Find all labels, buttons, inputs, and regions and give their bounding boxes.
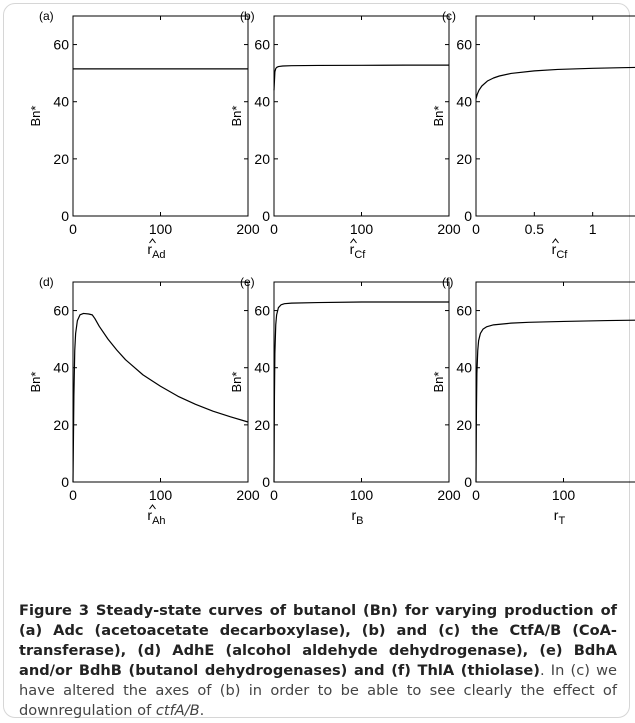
caption-gene-italic: ctfA/B: [155, 702, 200, 719]
xtick-label-d-2: 200: [236, 487, 260, 503]
xlabel-hat-b: [350, 238, 357, 244]
panel-e: (e) 0 20 40 60 0 100 200 Bn* rB: [229, 275, 461, 527]
xtick-label-c-2: 1: [589, 221, 597, 237]
ytick-label-a-2: 40: [53, 94, 69, 110]
ytick-label-c-0: 0: [464, 208, 472, 224]
panel-b: (b) 0 20 40 60 0 100 200 Bn* rCf: [229, 9, 461, 261]
ytick-label-a-1: 20: [53, 151, 69, 167]
ytick-label-d-3: 60: [53, 303, 69, 319]
plot-frame-e: [273, 281, 450, 483]
series-line-f-0: [475, 319, 635, 483]
xlabel-e: rB: [351, 507, 363, 527]
ytick-label-b-1: 20: [254, 151, 270, 167]
xtick-label-e-2: 200: [437, 487, 461, 503]
xlabel-a: rAd: [147, 241, 165, 261]
ylabel-f: Bn*: [431, 372, 446, 393]
xlabel-hat-a: [149, 238, 156, 244]
xlabel-c: rCf: [552, 241, 569, 261]
xtick-label-b-1: 100: [350, 221, 374, 237]
plot-frame-f: [475, 281, 635, 483]
xlabel-hat-c: [552, 238, 559, 244]
xtick-label-b-2: 200: [437, 221, 461, 237]
xtick-label-e-0: 0: [270, 487, 278, 503]
ytick-label-e-2: 40: [254, 360, 270, 376]
ytick-label-f-1: 20: [456, 417, 472, 433]
ytick-label-f-0: 0: [464, 474, 472, 490]
panel-label-a: (a): [39, 9, 54, 23]
series-line-d-0: [72, 312, 249, 483]
ytick-label-c-2: 40: [456, 94, 472, 110]
ylabel-b: Bn*: [229, 106, 244, 127]
panel-label-f: (f): [442, 275, 453, 289]
caption-text: . In (c) we have altered the axes of (b)…: [19, 662, 617, 719]
ytick-label-b-3: 60: [254, 37, 270, 53]
series-line-c-0: [475, 66, 635, 100]
ytick-label-d-0: 0: [61, 474, 69, 490]
plot-frame-d: [72, 281, 249, 483]
panel-label-d: (d): [39, 275, 54, 289]
xtick-label-a-0: 0: [69, 221, 77, 237]
xtick-label-a-1: 100: [149, 221, 173, 237]
ytick-label-c-1: 20: [456, 151, 472, 167]
xtick-label-e-1: 100: [350, 487, 374, 503]
ylabel-e: Bn*: [229, 372, 244, 393]
plot-frame-a: [72, 15, 249, 217]
panel-d: (d) 0 20 40 60 0 100 200 Bn* rAh: [28, 275, 260, 527]
xlabel-b: rCf: [350, 241, 367, 261]
ylabel-c: Bn*: [431, 106, 446, 127]
ytick-label-e-0: 0: [262, 474, 270, 490]
caption-end: .: [199, 702, 205, 719]
ytick-label-b-0: 0: [262, 208, 270, 224]
panel-label-e: (e): [240, 275, 255, 289]
xtick-label-a-2: 200: [236, 221, 260, 237]
plot-frame-c: [475, 15, 635, 217]
ytick-label-a-3: 60: [53, 37, 69, 53]
panel-label-b: (b): [240, 9, 255, 23]
caption-title: Figure 3 Steady-state curves of butanol …: [19, 602, 617, 679]
xlabel-f: rT: [554, 507, 566, 527]
xtick-label-f-1: 100: [552, 487, 576, 503]
xtick-label-c-0: 0: [472, 221, 480, 237]
ytick-label-f-3: 60: [456, 303, 472, 319]
series-line-e-0: [273, 301, 449, 483]
figure-frame: [3, 3, 630, 718]
ylabel-d: Bn*: [28, 372, 43, 393]
series-line-b-0: [273, 64, 449, 91]
ytick-label-a-0: 0: [61, 208, 69, 224]
xlabel-d: rAh: [147, 507, 165, 527]
xtick-label-d-1: 100: [149, 487, 173, 503]
plot-frame-b: [273, 15, 450, 217]
panel-a: (a) 0 20 40 60 0 100 200 Bn* rAd: [28, 9, 260, 261]
xlabel-hat-d: [149, 504, 156, 510]
xtick-label-f-0: 0: [472, 487, 480, 503]
ytick-label-c-3: 60: [456, 37, 472, 53]
panel-f: (f) 0 20 40 60 0 100 200 Bn* rT: [431, 275, 635, 527]
ytick-label-b-2: 40: [254, 94, 270, 110]
ytick-label-e-1: 20: [254, 417, 270, 433]
xtick-label-d-0: 0: [69, 487, 77, 503]
figure-caption: Figure 3 Steady-state curves of butanol …: [19, 601, 617, 721]
panel-label-c: (c): [442, 9, 456, 23]
ytick-label-d-2: 40: [53, 360, 69, 376]
ytick-label-e-3: 60: [254, 303, 270, 319]
ytick-label-f-2: 40: [456, 360, 472, 376]
ytick-label-d-1: 20: [53, 417, 69, 433]
xtick-label-c-1: 0.5: [525, 221, 545, 237]
ylabel-a: Bn*: [28, 106, 43, 127]
xtick-label-b-0: 0: [270, 221, 278, 237]
